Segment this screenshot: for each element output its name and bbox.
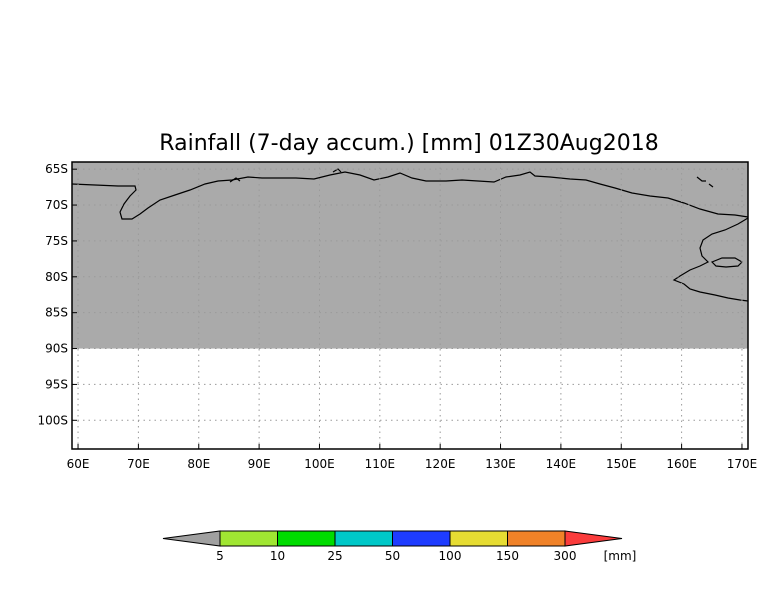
- legend-color-box: [449, 530, 508, 547]
- ross-ice-shelf-coastline: [672, 217, 749, 302]
- legend-threshold-label: 5: [216, 549, 224, 563]
- legend-unit-label: [mm]: [604, 549, 637, 563]
- legend-threshold-label: 150: [496, 549, 519, 563]
- map-plot-area: 60E 70E 80E 90E 100E 110E 120E 130E 140E 150E 160E…: [37, 161, 758, 471]
- map-title: Rainfall (7-day accum.) [mm] 01Z30Aug201…: [159, 131, 658, 156]
- legend-color-box: [277, 530, 336, 547]
- x-tick-label: 100E: [304, 457, 335, 471]
- x-tick-label: 160E: [666, 457, 697, 471]
- legend-color-box: [334, 530, 393, 547]
- x-tick-label: 60E: [67, 457, 90, 471]
- x-tick-label: 140E: [546, 457, 577, 471]
- legend-threshold-label: 300: [554, 549, 577, 563]
- x-tick-label: 120E: [425, 457, 456, 471]
- ross-island-coastline: [710, 257, 743, 268]
- y-tick-label: 85S: [45, 306, 68, 320]
- x-tick-label: 150E: [606, 457, 637, 471]
- legend-threshold-label: 10: [270, 549, 285, 563]
- y-tick-label: 65S: [45, 162, 68, 176]
- x-tick-label: 130E: [485, 457, 516, 471]
- legend-color-box: [392, 530, 451, 547]
- map-frame: [71, 161, 749, 450]
- legend-high-arrow: [564, 530, 623, 547]
- legend-threshold-label: 100: [439, 549, 462, 563]
- x-tick-label: 80E: [187, 457, 210, 471]
- longitude-axis: 60E 70E 80E 90E 100E 110E 120E 130E 140E 150E 160E…: [67, 444, 758, 471]
- glacier-tongue-coastline: [229, 168, 342, 183]
- y-tick-label: 75S: [45, 234, 68, 248]
- legend-color-box: [219, 530, 278, 547]
- antarctic-coastline: [71, 171, 749, 220]
- small-island-coastline: [696, 176, 714, 188]
- y-tick-label: 80S: [45, 270, 68, 284]
- x-tick-label: 110E: [365, 457, 396, 471]
- antarctica-land: [72, 162, 748, 349]
- color-legend: 5 10 25 50 100 150 300 [mm]: [162, 530, 637, 563]
- x-tick-label: 90E: [248, 457, 271, 471]
- y-tick-label: 90S: [45, 342, 68, 356]
- x-tick-label: 70E: [127, 457, 150, 471]
- y-tick-label: 100S: [37, 413, 68, 427]
- legend-color-box: [507, 530, 566, 547]
- y-tick-label: 70S: [45, 198, 68, 212]
- latitude-axis: 65S 70S 75S 80S 85S 90S 95S 100S: [37, 162, 77, 427]
- legend-threshold-label: 50: [385, 549, 400, 563]
- x-tick-label: 170E: [727, 457, 758, 471]
- legend-threshold-label: 25: [327, 549, 342, 563]
- coastline: [71, 168, 749, 302]
- legend-low-arrow: [162, 530, 221, 547]
- y-tick-label: 95S: [45, 377, 68, 391]
- lat-lon-grid: [72, 162, 748, 449]
